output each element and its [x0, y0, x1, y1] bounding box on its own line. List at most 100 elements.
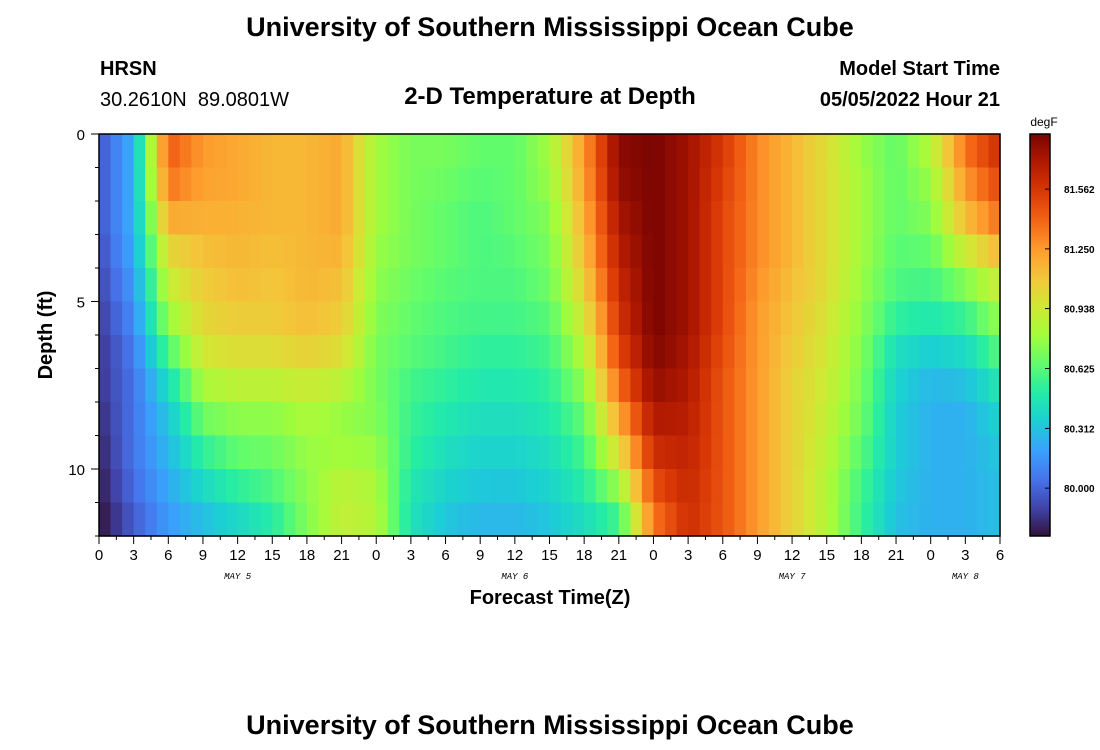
heatmap-cell [711, 234, 724, 269]
heatmap-cell [815, 301, 828, 336]
heatmap-cell [491, 268, 504, 303]
heatmap-cell [410, 268, 424, 303]
heatmap-cell [919, 368, 932, 403]
heatmap-cell [156, 435, 169, 470]
heatmap-cell [849, 134, 862, 169]
heatmap-cell [919, 469, 932, 504]
heatmap-cell [491, 167, 504, 202]
heatmap-cell [341, 234, 354, 269]
heatmap-cell [849, 368, 862, 403]
heatmap-cell [318, 469, 331, 504]
heatmap-cell [341, 167, 354, 202]
heatmap-cell [283, 435, 296, 470]
heatmap-cell [410, 368, 424, 403]
heatmap-cell [457, 368, 470, 403]
heatmap-cell [376, 201, 389, 236]
heatmap-cell [803, 167, 816, 202]
heatmap-cell [480, 268, 493, 303]
heatmap-cell [110, 435, 123, 470]
heatmap-cell [988, 134, 1001, 169]
heatmap-cell [953, 502, 966, 537]
heatmap-cell [653, 201, 666, 236]
heatmap-cell [919, 402, 932, 437]
heatmap-cell [179, 301, 193, 336]
heatmap-cell [884, 435, 897, 470]
heatmap-cell [353, 268, 366, 303]
heatmap-cell [249, 368, 262, 403]
heatmap-cell [226, 469, 239, 504]
colorbar-ticks: 81.562 81.250 80.938 80.625 80.312 80.000 [1045, 185, 1095, 495]
heatmap-cell [734, 368, 747, 403]
heatmap-cell [110, 301, 123, 336]
heatmap-cell [711, 469, 724, 504]
heatmap-cell [549, 402, 562, 437]
heatmap-cell [318, 134, 331, 169]
heatmap-cell [919, 268, 932, 303]
heatmap-cell [572, 402, 585, 437]
heatmap-cell [214, 301, 227, 336]
heatmap-cell [122, 234, 135, 269]
heatmap-cell [514, 201, 527, 236]
heatmap-cell [768, 201, 782, 236]
heatmap-cell [387, 234, 400, 269]
heatmap-cell [607, 301, 620, 336]
heatmap-cell [561, 335, 574, 370]
heatmap-cell [953, 201, 966, 236]
heatmap-cell [803, 435, 816, 470]
heatmap-cell [249, 167, 262, 202]
heatmap-cell [156, 368, 169, 403]
heatmap-cell [768, 268, 782, 303]
heatmap-cell [618, 435, 631, 470]
heatmap-cell [514, 469, 527, 504]
heatmap-cell [561, 301, 574, 336]
heatmap-cell [641, 167, 655, 202]
heatmap-cell [353, 502, 366, 537]
heatmap-cell [734, 201, 747, 236]
heatmap-cell [549, 502, 562, 537]
heatmap-cell [491, 502, 504, 537]
heatmap-cell [491, 335, 504, 370]
heatmap-cell [260, 502, 273, 537]
heatmap-cell [768, 301, 782, 336]
heatmap-cell [584, 435, 597, 470]
heatmap-cell [503, 201, 516, 236]
heatmap-cell [226, 301, 239, 336]
heatmap-cell [433, 335, 447, 370]
heatmap-cell [503, 268, 516, 303]
heatmap-cell [503, 167, 516, 202]
heatmap-cell [537, 469, 551, 504]
x-tick-label: 12 [229, 547, 246, 564]
heatmap-cell [549, 301, 562, 336]
heatmap-cell [422, 402, 435, 437]
heatmap-cell [953, 301, 966, 336]
heatmap-cell [191, 402, 204, 437]
heatmap-cell [168, 201, 181, 236]
heatmap-cell [179, 335, 193, 370]
heatmap-cell [595, 268, 608, 303]
heatmap-cell [364, 167, 377, 202]
heatmap-cell [145, 234, 158, 269]
heatmap-cell [838, 435, 851, 470]
heatmap-cell [156, 301, 169, 336]
heatmap-cell [745, 201, 759, 236]
heatmap-cell [965, 469, 978, 504]
heatmap-cell [572, 201, 585, 236]
heatmap-cell [376, 268, 389, 303]
heatmap-cell [457, 502, 470, 537]
footer-title: University of Southern Mississippi Ocean… [246, 710, 854, 740]
heatmap-cell [457, 435, 470, 470]
heatmap-cell [618, 402, 631, 437]
heatmap-cell [122, 335, 135, 370]
heatmap-cell [330, 134, 343, 169]
heatmap-cell [665, 469, 678, 504]
heatmap-cell [526, 368, 539, 403]
heatmap-cell [433, 268, 447, 303]
heatmap-cell [445, 368, 458, 403]
heatmap-cell [341, 134, 354, 169]
heatmap-cell [872, 301, 886, 336]
heatmap-cell [433, 167, 447, 202]
heatmap-cell [930, 335, 943, 370]
heatmap-cell [688, 469, 701, 504]
heatmap-cell [226, 201, 239, 236]
heatmap-cell [884, 201, 897, 236]
